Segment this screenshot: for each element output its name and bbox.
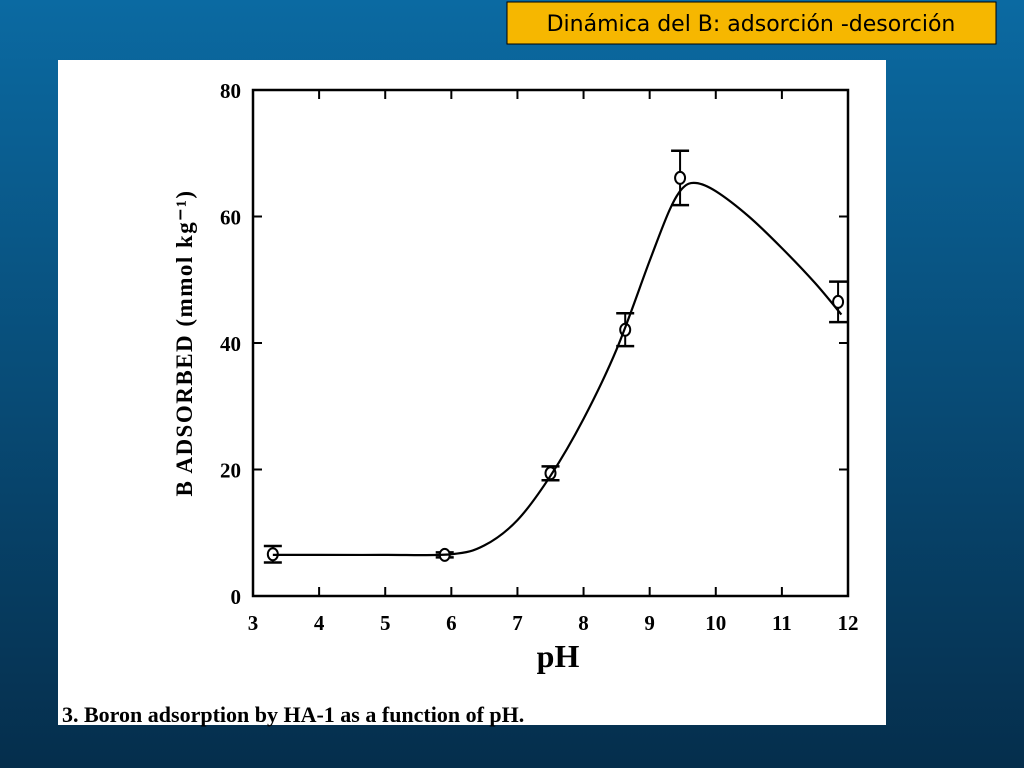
slide-title: Dinámica del B: adsorción -desorción <box>547 12 956 37</box>
x-tick-label: 6 <box>446 611 457 635</box>
y-tick-label: 60 <box>220 206 241 230</box>
y-tick-label: 40 <box>220 332 241 356</box>
y-axis-label: B ADSORBED (mmol kg⁻¹) <box>172 190 197 497</box>
x-tick-label: 12 <box>838 611 859 635</box>
x-tick-label: 4 <box>314 611 325 635</box>
x-tick-label: 8 <box>578 611 589 635</box>
x-tick-label: 9 <box>644 611 655 635</box>
x-tick-label: 11 <box>772 611 792 635</box>
y-tick-label: 80 <box>220 79 241 103</box>
plot: 3 4 5 6 7 8 9 10 11 12 0 20 40 60 80 <box>220 79 859 635</box>
x-tick-label: 5 <box>380 611 391 635</box>
x-tick-label: 7 <box>512 611 523 635</box>
figure-panel <box>58 60 886 725</box>
y-tick-label: 20 <box>220 459 241 483</box>
title-box <box>506 1 997 45</box>
caption: 3. Boron adsorption by HA-1 as a functio… <box>62 702 524 727</box>
data-point <box>674 170 687 185</box>
fit-curve <box>272 181 843 557</box>
x-tick-label: 10 <box>705 611 726 635</box>
data-point <box>832 294 845 309</box>
x-tick-label: 3 <box>248 611 259 635</box>
y-tick-label: 0 <box>231 585 242 609</box>
x-axis-label: pH <box>537 638 580 674</box>
